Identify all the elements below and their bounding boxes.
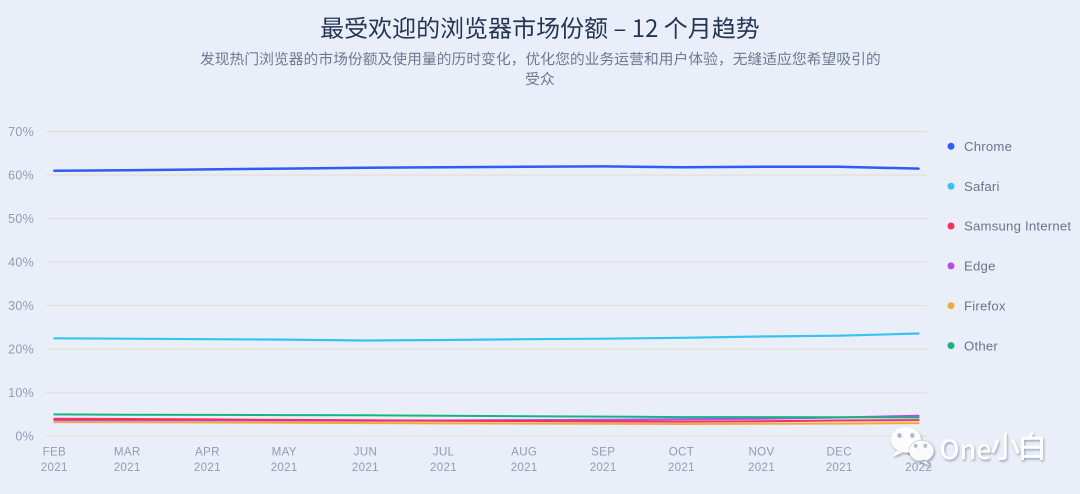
svg-text:2021: 2021 bbox=[430, 461, 457, 474]
svg-text:OCT: OCT bbox=[669, 446, 694, 459]
svg-text:MAR: MAR bbox=[114, 446, 141, 459]
svg-text:Firefox: Firefox bbox=[964, 298, 1006, 313]
svg-text:2021: 2021 bbox=[194, 461, 221, 474]
svg-text:60%: 60% bbox=[8, 169, 34, 183]
svg-text:2021: 2021 bbox=[590, 461, 617, 474]
svg-text:2021: 2021 bbox=[748, 461, 775, 474]
svg-text:FEB: FEB bbox=[43, 446, 66, 459]
svg-text:30%: 30% bbox=[8, 299, 34, 313]
svg-text:50%: 50% bbox=[8, 212, 34, 226]
svg-text:2021: 2021 bbox=[511, 461, 538, 474]
svg-text:Edge: Edge bbox=[964, 259, 996, 274]
svg-text:MAY: MAY bbox=[272, 446, 297, 459]
svg-text:JUN: JUN bbox=[354, 446, 377, 459]
svg-text:Safari: Safari bbox=[964, 179, 1000, 194]
svg-text:40%: 40% bbox=[8, 256, 34, 270]
svg-text:2022: 2022 bbox=[905, 461, 932, 474]
svg-text:2021: 2021 bbox=[352, 461, 379, 474]
svg-text:Samsung Internet: Samsung Internet bbox=[964, 219, 1071, 234]
svg-text:NOV: NOV bbox=[748, 446, 774, 459]
svg-text:AUG: AUG bbox=[511, 446, 537, 459]
svg-text:2021: 2021 bbox=[114, 461, 141, 474]
svg-text:DEC: DEC bbox=[827, 446, 852, 459]
svg-text:2021: 2021 bbox=[41, 461, 68, 474]
svg-text:JUL: JUL bbox=[433, 446, 455, 459]
svg-text:2021: 2021 bbox=[826, 461, 853, 474]
svg-text:70%: 70% bbox=[8, 125, 34, 139]
svg-text:2021: 2021 bbox=[271, 461, 298, 474]
svg-text:2021: 2021 bbox=[668, 461, 695, 474]
svg-text:Other: Other bbox=[964, 338, 998, 353]
svg-text:APR: APR bbox=[195, 446, 220, 459]
svg-text:10%: 10% bbox=[8, 386, 34, 400]
svg-text:SEP: SEP bbox=[591, 446, 615, 459]
svg-text:Chrome: Chrome bbox=[964, 139, 1012, 154]
svg-text:20%: 20% bbox=[8, 343, 34, 357]
svg-text:0%: 0% bbox=[15, 430, 34, 444]
